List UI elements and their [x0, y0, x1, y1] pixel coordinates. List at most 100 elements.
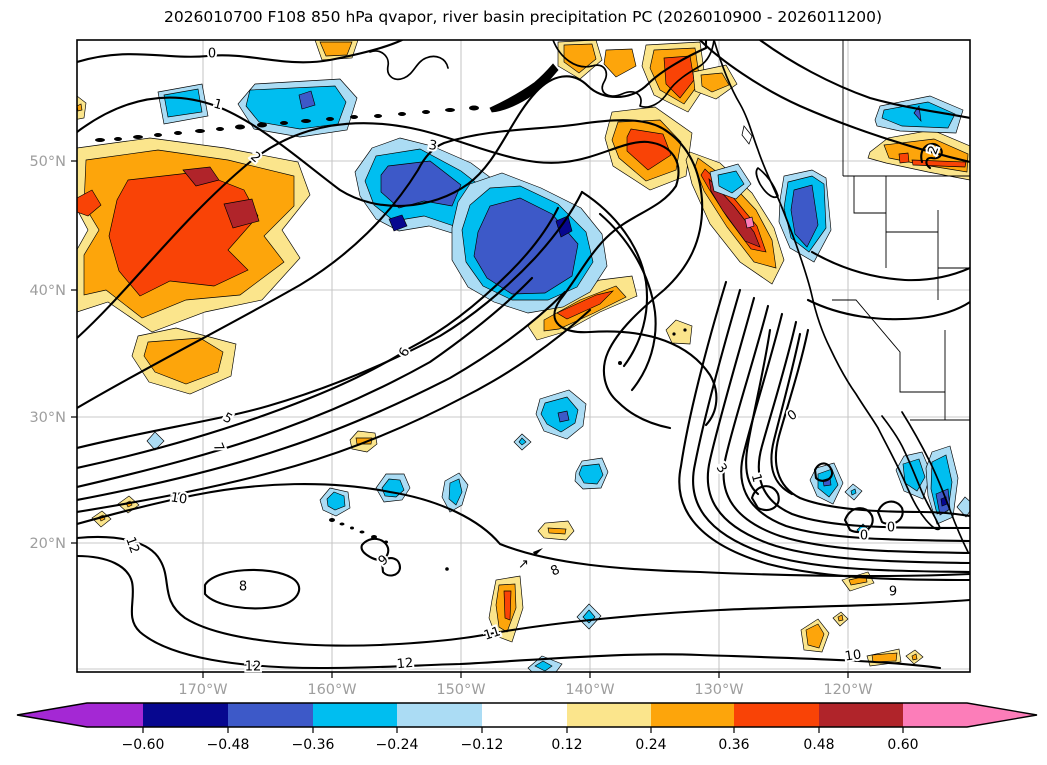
anomaly-patch	[555, 215, 573, 238]
contour-line	[77, 206, 560, 470]
contour-label: 11	[482, 624, 502, 643]
colorbar-tick-label: −0.24	[376, 737, 419, 753]
qvapor-contours	[77, 40, 970, 670]
islet-dot	[618, 361, 622, 365]
anomaly-patch	[298, 90, 316, 110]
colorbar-segment	[567, 703, 651, 727]
contour-line	[745, 328, 772, 496]
coastlines: ↗	[95, 40, 969, 572]
border-state	[832, 299, 945, 393]
colorbar: −0.60 −0.48 −0.36 −0.24 −0.12 0.12 0.24 0.36 0.4…	[16, 702, 1038, 753]
contour-label: 0	[860, 529, 868, 544]
island-vancouver	[755, 167, 779, 199]
contour-line	[77, 290, 567, 502]
contour-label: 9	[889, 585, 897, 600]
lon-tick-label: 130°W	[694, 682, 743, 698]
contour-line	[698, 40, 970, 164]
lat-tick-label: 50°N	[29, 154, 66, 170]
lon-tick-label: 170°W	[178, 682, 227, 698]
colorbar-outline	[16, 702, 1038, 728]
anomaly-patch	[911, 653, 918, 661]
contour-line	[740, 312, 970, 543]
contour-line	[692, 288, 970, 574]
contour-line	[722, 304, 970, 555]
contour-label: 12	[245, 660, 262, 675]
anomaly-patch	[837, 614, 844, 622]
anomaly-patch	[182, 166, 220, 187]
lat-tick-label: 40°N	[29, 283, 66, 299]
contour-line	[580, 190, 649, 368]
anomaly-patch	[850, 488, 857, 496]
contour-line	[770, 332, 802, 496]
contour-label: 12	[396, 656, 414, 672]
contour-line	[750, 485, 780, 512]
contour-line	[77, 535, 970, 647]
contour-line	[77, 122, 718, 427]
colorbar-segment	[143, 703, 228, 727]
anomaly-patch	[448, 478, 463, 506]
contour-line	[706, 296, 970, 565]
colorbar-segment	[87, 703, 143, 727]
lat-tick-label: 30°N	[29, 410, 66, 426]
lon-tick-label: 150°W	[436, 682, 485, 698]
contour-line	[876, 500, 904, 526]
contour-label: 8	[239, 580, 247, 595]
anomaly-patch	[143, 337, 224, 385]
colorbar-segment	[397, 703, 482, 727]
island-haida-gwaii	[741, 125, 753, 145]
anomaly-patch	[534, 660, 553, 672]
arrow-mark: ↗	[518, 557, 529, 572]
positive-anomaly-patches	[77, 40, 970, 667]
islet-dot	[445, 567, 449, 571]
colorbar-tick-label: 0.24	[635, 737, 666, 753]
page-title: 2026010700 F108 850 hPa qvapor, river ba…	[164, 8, 882, 26]
anomaly-patch	[626, 128, 672, 171]
contour-line	[77, 308, 592, 514]
anomaly-patch	[557, 410, 570, 423]
contour-line	[77, 40, 708, 207]
contour-label: 0	[887, 521, 895, 536]
aleutian-islands	[95, 105, 479, 142]
border-state	[853, 176, 886, 214]
anomaly-patch	[77, 189, 102, 217]
colorbar-segment	[313, 703, 397, 727]
anomaly-patch	[146, 431, 165, 451]
contour-label: 10	[170, 490, 188, 507]
contour-line	[77, 190, 584, 450]
contour-line	[360, 537, 390, 561]
lon-tick-label: 120°W	[823, 682, 872, 698]
anomaly-patch	[603, 48, 637, 78]
colorbar-tick-label: −0.12	[461, 737, 504, 753]
hawaiian-islands	[329, 518, 388, 544]
contour-line	[77, 119, 704, 430]
map-frame	[76, 39, 971, 673]
anomaly-patch	[556, 290, 615, 320]
anomaly-patch	[355, 437, 373, 445]
lon-tick-label: 140°W	[565, 682, 614, 698]
contour-line	[920, 142, 943, 170]
anomaly-patch	[871, 652, 898, 663]
axis-ticks	[71, 160, 849, 678]
political-borders	[832, 40, 970, 421]
colorbar-segment	[228, 703, 313, 727]
anomaly-patch	[503, 590, 512, 621]
colorbar-tick-label: 0.48	[803, 737, 834, 753]
coastline-alaska-west	[369, 50, 449, 81]
anomaly-patch	[700, 72, 730, 93]
colorbar-tick-label: 0.60	[887, 737, 918, 753]
colorbar-segment	[903, 703, 967, 727]
anomaly-patch	[665, 319, 693, 345]
anomaly-patch	[790, 184, 819, 248]
anomaly-patch	[326, 491, 346, 511]
lat-tick-label: 20°N	[29, 536, 66, 552]
anomaly-patch	[245, 85, 347, 130]
pennant-mark	[533, 548, 543, 556]
contour-line	[843, 507, 874, 534]
anomaly-patch	[956, 496, 970, 518]
anomaly-patch	[319, 41, 353, 57]
coastline-alaska	[552, 40, 715, 108]
anomaly-patch	[744, 216, 755, 229]
contour-line	[203, 568, 301, 610]
dot-mark	[672, 332, 676, 336]
